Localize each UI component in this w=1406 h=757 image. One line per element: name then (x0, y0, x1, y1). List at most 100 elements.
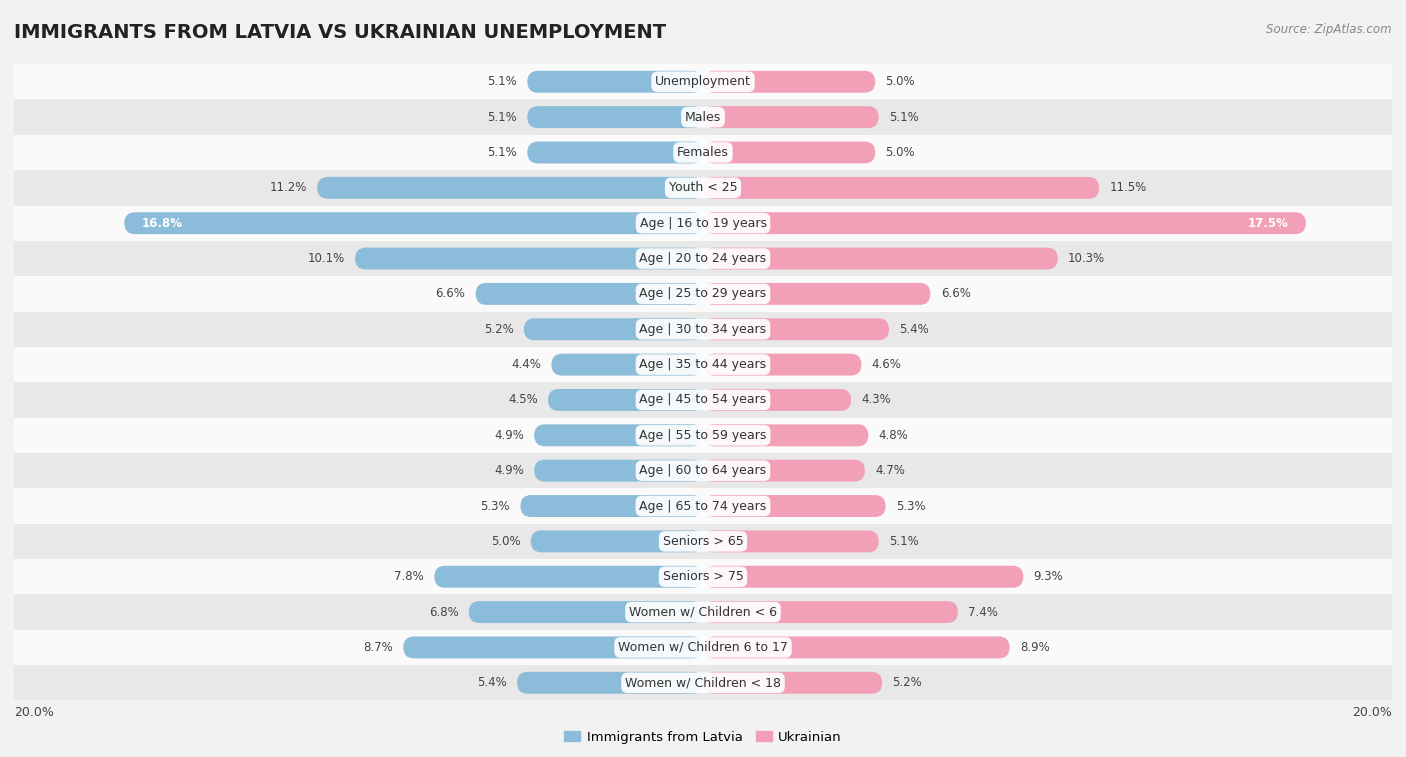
FancyBboxPatch shape (531, 531, 703, 553)
FancyBboxPatch shape (703, 389, 851, 411)
Text: IMMIGRANTS FROM LATVIA VS UKRAINIAN UNEMPLOYMENT: IMMIGRANTS FROM LATVIA VS UKRAINIAN UNEM… (14, 23, 666, 42)
Text: Seniors > 75: Seniors > 75 (662, 570, 744, 583)
Text: 8.7%: 8.7% (363, 641, 392, 654)
Text: 9.3%: 9.3% (1033, 570, 1063, 583)
Bar (14, 170, 1392, 205)
FancyBboxPatch shape (703, 425, 869, 447)
Text: 5.3%: 5.3% (481, 500, 510, 512)
Text: Women w/ Children < 6: Women w/ Children < 6 (628, 606, 778, 618)
Text: Age | 35 to 44 years: Age | 35 to 44 years (640, 358, 766, 371)
Bar (14, 276, 1392, 312)
Text: 11.2%: 11.2% (270, 182, 307, 195)
Legend: Immigrants from Latvia, Ukrainian: Immigrants from Latvia, Ukrainian (560, 725, 846, 749)
FancyBboxPatch shape (703, 354, 862, 375)
Bar (14, 488, 1392, 524)
Text: 5.1%: 5.1% (889, 535, 918, 548)
FancyBboxPatch shape (520, 495, 703, 517)
Bar (14, 64, 1392, 99)
FancyBboxPatch shape (534, 425, 703, 447)
Bar (14, 665, 1392, 700)
FancyBboxPatch shape (527, 71, 703, 93)
Text: 20.0%: 20.0% (14, 706, 53, 719)
Text: 10.3%: 10.3% (1069, 252, 1105, 265)
Bar (14, 382, 1392, 418)
Text: 5.1%: 5.1% (488, 111, 517, 123)
FancyBboxPatch shape (551, 354, 703, 375)
Text: 16.8%: 16.8% (142, 217, 183, 229)
FancyBboxPatch shape (468, 601, 703, 623)
FancyBboxPatch shape (703, 283, 931, 305)
Text: 4.9%: 4.9% (494, 464, 524, 477)
Text: 5.4%: 5.4% (900, 322, 929, 336)
Text: 4.8%: 4.8% (879, 428, 908, 442)
Text: 6.6%: 6.6% (941, 288, 970, 301)
Bar (14, 630, 1392, 665)
Text: Age | 25 to 29 years: Age | 25 to 29 years (640, 288, 766, 301)
Text: Youth < 25: Youth < 25 (669, 182, 737, 195)
Text: 4.9%: 4.9% (494, 428, 524, 442)
Text: 5.3%: 5.3% (896, 500, 925, 512)
Bar (14, 347, 1392, 382)
Bar (14, 99, 1392, 135)
Text: 5.0%: 5.0% (491, 535, 520, 548)
Text: 5.2%: 5.2% (484, 322, 513, 336)
Text: 5.0%: 5.0% (886, 146, 915, 159)
FancyBboxPatch shape (703, 71, 875, 93)
Text: Age | 55 to 59 years: Age | 55 to 59 years (640, 428, 766, 442)
Text: Age | 20 to 24 years: Age | 20 to 24 years (640, 252, 766, 265)
Text: 7.8%: 7.8% (394, 570, 425, 583)
FancyBboxPatch shape (703, 495, 886, 517)
FancyBboxPatch shape (703, 212, 1306, 234)
Text: Age | 45 to 54 years: Age | 45 to 54 years (640, 394, 766, 407)
Text: Females: Females (678, 146, 728, 159)
Text: 4.5%: 4.5% (508, 394, 537, 407)
Text: 5.4%: 5.4% (477, 676, 506, 690)
FancyBboxPatch shape (404, 637, 703, 659)
Text: 5.0%: 5.0% (886, 75, 915, 89)
FancyBboxPatch shape (703, 637, 1010, 659)
FancyBboxPatch shape (527, 142, 703, 164)
Text: 5.1%: 5.1% (488, 75, 517, 89)
Text: 10.1%: 10.1% (308, 252, 344, 265)
Text: 5.1%: 5.1% (889, 111, 918, 123)
Bar (14, 524, 1392, 559)
FancyBboxPatch shape (703, 565, 1024, 587)
Text: 17.5%: 17.5% (1247, 217, 1289, 229)
FancyBboxPatch shape (124, 212, 703, 234)
Text: Women w/ Children < 18: Women w/ Children < 18 (626, 676, 780, 690)
Bar (14, 418, 1392, 453)
FancyBboxPatch shape (703, 177, 1099, 199)
Text: Unemployment: Unemployment (655, 75, 751, 89)
FancyBboxPatch shape (548, 389, 703, 411)
Text: 4.6%: 4.6% (872, 358, 901, 371)
Text: Age | 60 to 64 years: Age | 60 to 64 years (640, 464, 766, 477)
FancyBboxPatch shape (434, 565, 703, 587)
FancyBboxPatch shape (527, 106, 703, 128)
Text: 20.0%: 20.0% (1353, 706, 1392, 719)
Bar (14, 453, 1392, 488)
Bar (14, 559, 1392, 594)
Text: Source: ZipAtlas.com: Source: ZipAtlas.com (1267, 23, 1392, 36)
FancyBboxPatch shape (703, 248, 1057, 269)
FancyBboxPatch shape (703, 601, 957, 623)
FancyBboxPatch shape (517, 672, 703, 693)
Text: 5.1%: 5.1% (488, 146, 517, 159)
FancyBboxPatch shape (703, 318, 889, 340)
FancyBboxPatch shape (524, 318, 703, 340)
Text: Age | 65 to 74 years: Age | 65 to 74 years (640, 500, 766, 512)
FancyBboxPatch shape (703, 531, 879, 553)
Text: 5.2%: 5.2% (893, 676, 922, 690)
Text: 8.9%: 8.9% (1019, 641, 1050, 654)
Text: 4.7%: 4.7% (875, 464, 905, 477)
FancyBboxPatch shape (703, 459, 865, 481)
Bar (14, 312, 1392, 347)
Bar (14, 241, 1392, 276)
Text: Age | 30 to 34 years: Age | 30 to 34 years (640, 322, 766, 336)
FancyBboxPatch shape (703, 142, 875, 164)
FancyBboxPatch shape (703, 672, 882, 693)
FancyBboxPatch shape (475, 283, 703, 305)
Text: 6.8%: 6.8% (429, 606, 458, 618)
Text: Women w/ Children 6 to 17: Women w/ Children 6 to 17 (619, 641, 787, 654)
FancyBboxPatch shape (356, 248, 703, 269)
FancyBboxPatch shape (703, 106, 879, 128)
